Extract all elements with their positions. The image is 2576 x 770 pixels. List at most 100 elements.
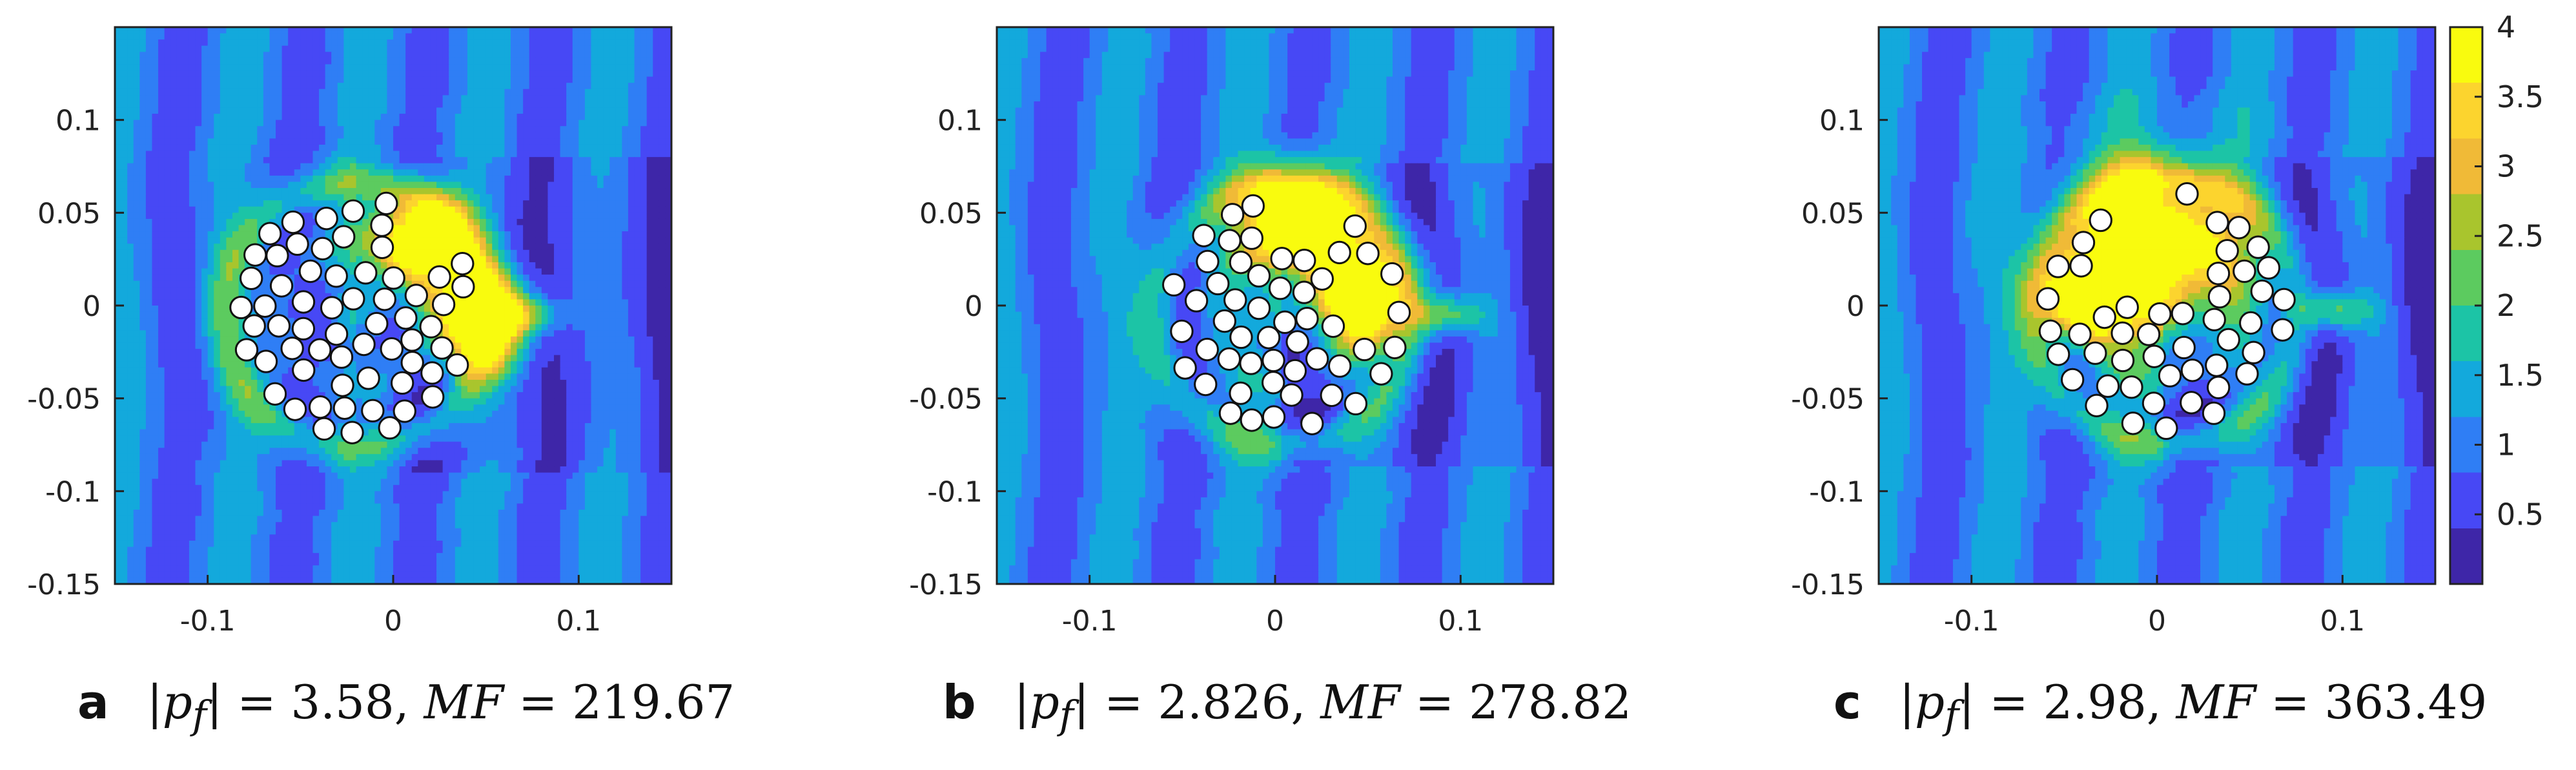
field-cell [306,336,314,344]
field-cell [473,200,480,207]
field-cell [214,206,221,213]
field-cell [418,349,425,356]
field-cell [523,144,530,152]
field-cell [331,225,338,232]
field-cell [201,249,209,256]
field-cell [139,206,147,213]
field-cell [176,52,183,59]
field-cell [152,126,159,133]
field-cell [572,83,579,90]
field-cell [139,126,147,133]
field-cell [646,206,653,213]
field-cell [547,262,555,269]
field-cell [529,70,536,78]
field-cell [319,318,326,325]
field-cell [442,151,449,158]
field-cell [405,132,413,139]
field-cell [584,244,592,251]
field-cell [523,299,530,306]
field-cell [343,138,351,145]
field-cell [436,188,444,195]
field-cell [449,88,456,96]
field-cell [492,311,499,318]
field-cell [145,64,153,71]
field-cell [523,287,530,294]
field-cell [257,287,264,294]
field-cell [127,114,134,121]
field-cell [300,311,307,318]
field-cell [492,306,499,313]
field-cell [640,144,648,152]
field-cell [498,218,505,226]
field-cell [152,169,159,176]
field-cell [263,120,271,127]
field-cell [467,33,475,40]
field-cell [628,151,635,158]
field-cell [220,188,227,195]
field-cell [411,182,418,189]
field-cell [523,311,530,318]
field-cell [152,318,159,325]
field-cell [504,249,511,256]
field-cell [665,361,671,368]
field-cell [133,280,140,287]
field-cell [399,64,406,71]
field-cell [312,39,320,47]
field-cell [430,182,437,189]
field-cell [115,163,122,170]
field-cell [133,256,140,263]
field-cell [578,39,586,47]
field-cell [145,299,153,306]
field-cell [300,169,307,176]
field-cell [158,287,165,294]
field-cell [133,175,140,183]
field-cell [523,70,530,78]
field-cell [492,101,499,109]
field-cell [294,57,301,65]
field-cell [640,336,648,344]
field-cell [245,188,252,195]
field-cell [207,299,214,306]
field-cell [380,39,388,47]
field-cell [646,88,653,96]
field-cell [220,231,227,238]
field-cell [622,57,629,65]
field-cell [331,33,338,40]
field-cell [170,206,178,213]
field-cell [170,237,178,244]
field-cell [622,52,629,59]
field-cell [646,268,653,275]
field-cell [529,293,536,300]
field-cell [442,52,449,59]
field-cell [510,175,518,183]
field-cell [405,206,413,213]
field-cell [591,244,598,251]
field-cell [480,213,487,220]
field-cell [250,83,258,90]
field-cell [516,138,524,145]
field-cell [220,175,227,183]
field-cell [133,126,140,133]
field-cell [368,64,375,71]
field-cell [535,342,542,349]
field-cell [176,175,183,183]
field-cell [547,213,555,220]
field-cell [201,114,209,121]
field-cell [504,95,511,102]
field-cell [566,182,573,189]
field-cell [214,355,221,362]
field-cell [312,182,320,189]
field-cell [628,225,635,232]
field-cell [640,151,648,158]
field-cell [139,169,147,176]
field-cell [269,218,276,226]
field-cell [480,275,487,282]
field-cell [133,336,140,344]
field-cell [411,27,418,34]
field-cell [300,83,307,90]
field-cell [547,95,555,102]
field-cell [473,275,480,282]
field-cell [269,293,276,300]
field-cell [300,144,307,152]
field-cell [634,194,641,201]
